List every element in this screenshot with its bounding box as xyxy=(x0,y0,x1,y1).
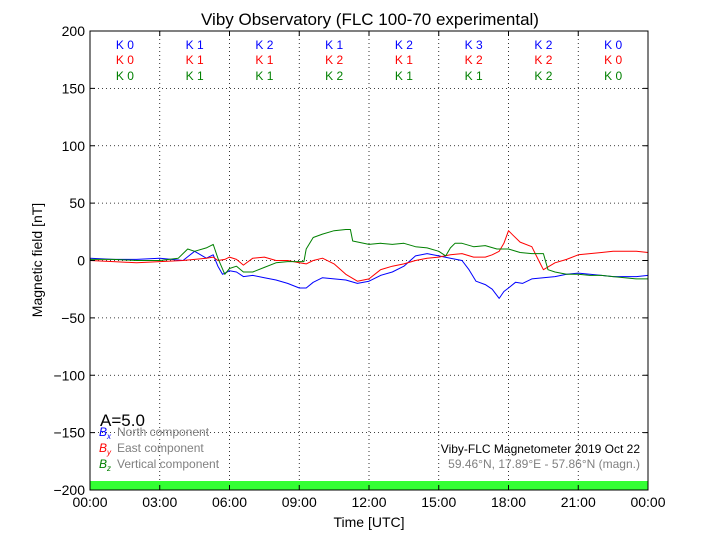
k-index-label: K 2 xyxy=(534,38,552,52)
k-index-label: K 1 xyxy=(186,53,204,67)
k-index-label: K 1 xyxy=(255,69,273,83)
legend-subscript: z xyxy=(106,464,111,473)
y-tick-label: −50 xyxy=(61,310,85,326)
y-tick-label: 200 xyxy=(62,23,86,39)
legend-label: Vertical component xyxy=(117,457,220,471)
legend-label: East component xyxy=(117,441,204,455)
k-index-label: K 0 xyxy=(604,38,622,52)
y-tick-label: −100 xyxy=(53,367,85,383)
legend-subscript: x xyxy=(106,432,112,441)
a-index-label: A=5.0 xyxy=(100,411,145,430)
y-tick-label: 50 xyxy=(69,195,85,211)
x-tick-label: 00:00 xyxy=(630,494,665,510)
k-index-label: K 2 xyxy=(325,69,343,83)
series-line-vertical-component xyxy=(90,229,648,280)
chart-title: Viby Observatory (FLC 100-70 experimenta… xyxy=(201,10,539,29)
y-tick-label: −200 xyxy=(53,482,85,498)
k-index-label: K 0 xyxy=(116,38,134,52)
k-index-label: K 1 xyxy=(465,69,483,83)
info-line-2: 59.46°N, 17.89°E - 57.86°N (magn.) xyxy=(448,457,640,471)
k-index-label: K 2 xyxy=(534,69,552,83)
grid-lines xyxy=(90,31,648,490)
k-index-label: K 0 xyxy=(604,53,622,67)
x-axis-title: Time [UTC] xyxy=(333,514,404,530)
legend-symbol: B xyxy=(99,425,107,439)
x-tick-label: 00:00 xyxy=(72,494,107,510)
k-index-label: K 2 xyxy=(255,38,273,52)
x-tick-label: 09:00 xyxy=(282,494,317,510)
k-index-label: K 2 xyxy=(465,53,483,67)
series-lines xyxy=(89,229,649,299)
series-line-north-component xyxy=(89,250,649,299)
legend-symbol: B xyxy=(99,441,107,455)
k-index-label: K 1 xyxy=(186,38,204,52)
x-tick-label: 12:00 xyxy=(351,494,386,510)
x-tick-label: 06:00 xyxy=(212,494,247,510)
k-index-label: K 2 xyxy=(325,53,343,67)
k-index-label: K 0 xyxy=(604,69,622,83)
k-index-label: K 1 xyxy=(186,69,204,83)
k-index-label: K 2 xyxy=(395,38,413,52)
legend-subscript: y xyxy=(106,448,112,457)
k-index-label: K 0 xyxy=(116,69,134,83)
k-index-label: K 1 xyxy=(395,69,413,83)
legend-label: North component xyxy=(117,425,210,439)
y-tick-label: 0 xyxy=(77,253,85,269)
x-tick-label: 18:00 xyxy=(491,494,526,510)
k-index-label: K 1 xyxy=(395,53,413,67)
axis-ticks: 00:00 03:00 06:00 09:00 12:00 15:00 18:00 21:00… xyxy=(53,23,665,510)
info-line-1: Viby-FLC Magnetometer 2019 Oct 22 xyxy=(441,442,641,456)
k-index-label: K 2 xyxy=(534,53,552,67)
legend-symbol: B xyxy=(99,457,107,471)
k-index-label: K 0 xyxy=(116,53,134,67)
k-index-label: K 3 xyxy=(465,38,483,52)
y-tick-label: 150 xyxy=(62,80,86,96)
x-tick-label: 15:00 xyxy=(421,494,456,510)
x-tick-label: 21:00 xyxy=(561,494,596,510)
y-tick-label: 100 xyxy=(62,138,86,154)
y-tick-label: −150 xyxy=(53,425,85,441)
x-tick-label: 03:00 xyxy=(142,494,177,510)
k-index-label: K 1 xyxy=(255,53,273,67)
y-axis-title: Magnetic field [nT] xyxy=(29,203,45,317)
k-index-label: K 1 xyxy=(325,38,343,52)
